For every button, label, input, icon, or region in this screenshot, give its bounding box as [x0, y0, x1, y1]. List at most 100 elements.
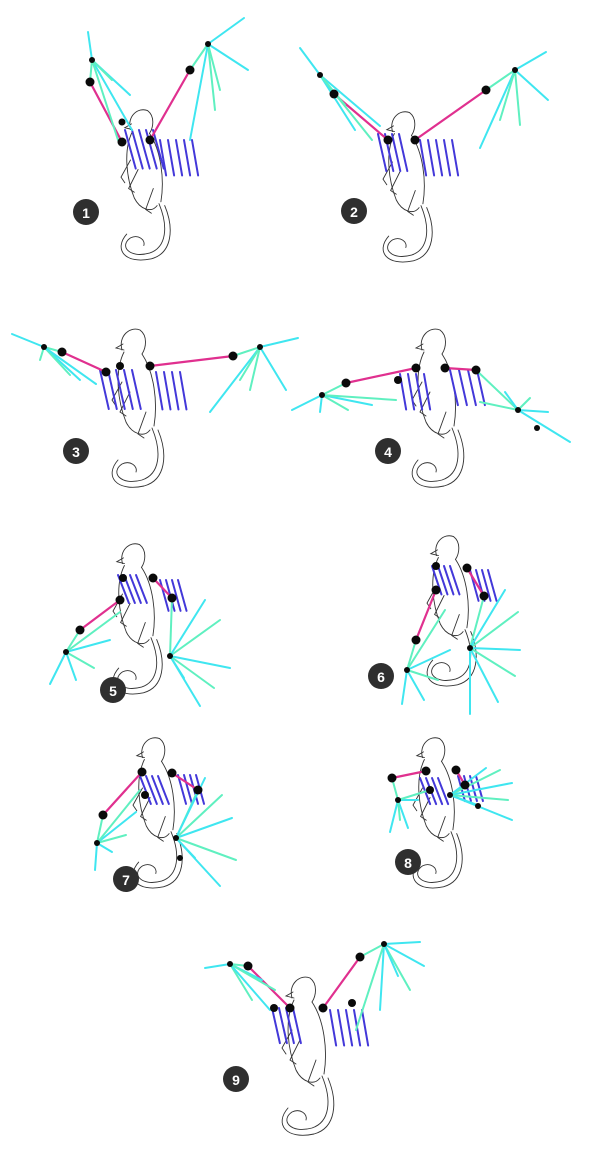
- wing-strut: [115, 369, 126, 411]
- wing-finger: [469, 611, 519, 649]
- creature-body-right: [311, 1001, 326, 1075]
- wing-strut: [407, 373, 416, 411]
- wing-strut: [467, 369, 477, 407]
- pose-7: 7: [94, 737, 237, 892]
- creature-body-right: [141, 353, 156, 427]
- wing-forearm: [485, 69, 516, 91]
- wing-finger: [479, 69, 516, 149]
- wing-strut: [135, 574, 148, 604]
- wing-finger: [65, 651, 95, 669]
- wing-strut: [171, 371, 180, 411]
- creature-front-leg: [140, 797, 151, 821]
- joint-dot: [173, 835, 179, 841]
- pose-2: 2: [299, 47, 549, 263]
- creature-tail: [387, 205, 428, 257]
- wing-strut: [157, 775, 170, 805]
- wing-strut: [437, 565, 449, 596]
- wing-strut: [131, 369, 142, 411]
- joint-dot: [228, 351, 238, 361]
- wing-finger: [43, 346, 97, 385]
- wing-upper-arm: [60, 350, 108, 374]
- wing-thumb: [383, 941, 421, 945]
- wing-forearm: [189, 43, 209, 71]
- wing-finger: [406, 669, 439, 681]
- joint-dot: [98, 810, 108, 820]
- creature-tail-outline: [281, 1077, 335, 1136]
- wing-finger: [321, 394, 373, 406]
- joint-dot: [243, 961, 253, 971]
- wing-finger: [96, 834, 127, 844]
- step-number: 4: [384, 444, 392, 460]
- wing-finger: [479, 401, 519, 411]
- joint-dot: [193, 785, 203, 795]
- creature-body-right: [141, 566, 155, 637]
- creature-front-leg: [132, 787, 143, 812]
- step-number: 6: [377, 669, 385, 685]
- wing-finger: [175, 817, 233, 839]
- wing-finger: [169, 655, 201, 707]
- wing-strut: [431, 777, 444, 806]
- wing-finger: [175, 837, 221, 887]
- wing-forearm: [359, 943, 385, 958]
- creature-hind-leg: [437, 816, 446, 842]
- wing-upper-arm: [88, 80, 124, 144]
- wing-strut: [435, 139, 444, 177]
- wing-strut: [163, 371, 172, 411]
- creature-hind-leg: [407, 190, 416, 216]
- wing-forearm: [475, 369, 519, 411]
- wing-finger: [207, 43, 249, 71]
- joint-dot: [137, 767, 147, 777]
- wing-strut: [175, 139, 184, 177]
- step-badge: 9: [223, 1066, 249, 1092]
- creature-tail: [416, 427, 459, 482]
- wing-finger: [397, 789, 431, 801]
- wing-strut: [476, 369, 486, 407]
- wing-finger: [397, 799, 401, 821]
- wing: [167, 768, 237, 887]
- joint-dot: [319, 392, 325, 398]
- wing-strut: [398, 133, 409, 173]
- wing-thumb: [207, 17, 245, 45]
- wing-finger: [91, 59, 119, 141]
- wing-finger: [514, 69, 521, 126]
- creature-tail: [125, 203, 166, 255]
- joint-dot: [394, 376, 402, 384]
- wing-strut: [361, 1009, 370, 1047]
- creature-snout: [114, 343, 125, 351]
- wing-finger: [169, 619, 221, 657]
- wing-finger: [229, 963, 253, 1001]
- step-badge: 7: [113, 866, 139, 892]
- wing-strut: [427, 139, 436, 177]
- wing-finger: [96, 789, 141, 844]
- creature-front-leg: [382, 161, 393, 186]
- creature-snout: [415, 751, 425, 759]
- joint-dot: [481, 85, 491, 95]
- step-number: 7: [122, 872, 130, 888]
- wing-finger: [239, 346, 261, 381]
- wing: [11, 333, 142, 411]
- joint-dot: [148, 573, 158, 583]
- wing-strut: [292, 1007, 302, 1045]
- creature-tail-outline: [412, 833, 463, 889]
- joint-dot: [426, 786, 434, 794]
- step-badge-circle: [375, 438, 401, 464]
- joint-dot: [94, 840, 100, 846]
- pose-8: 8: [387, 737, 513, 889]
- wing-forearm: [406, 639, 417, 671]
- joint-dot: [177, 855, 183, 861]
- step-number: 8: [404, 855, 412, 871]
- step-badge: 8: [395, 849, 421, 875]
- step-badge-circle: [395, 849, 421, 875]
- creature-body-left: [118, 565, 150, 644]
- wing-finger: [449, 769, 501, 796]
- wing-upper-arm: [321, 955, 362, 1010]
- wing-strut: [107, 369, 118, 411]
- wing-strut: [345, 1009, 354, 1047]
- creature-sketch: [281, 976, 335, 1136]
- creature-body-right: [411, 134, 425, 205]
- joint-dot: [411, 363, 421, 373]
- wing-finger: [249, 346, 261, 391]
- wing-finger: [406, 649, 451, 671]
- wing: [462, 563, 521, 715]
